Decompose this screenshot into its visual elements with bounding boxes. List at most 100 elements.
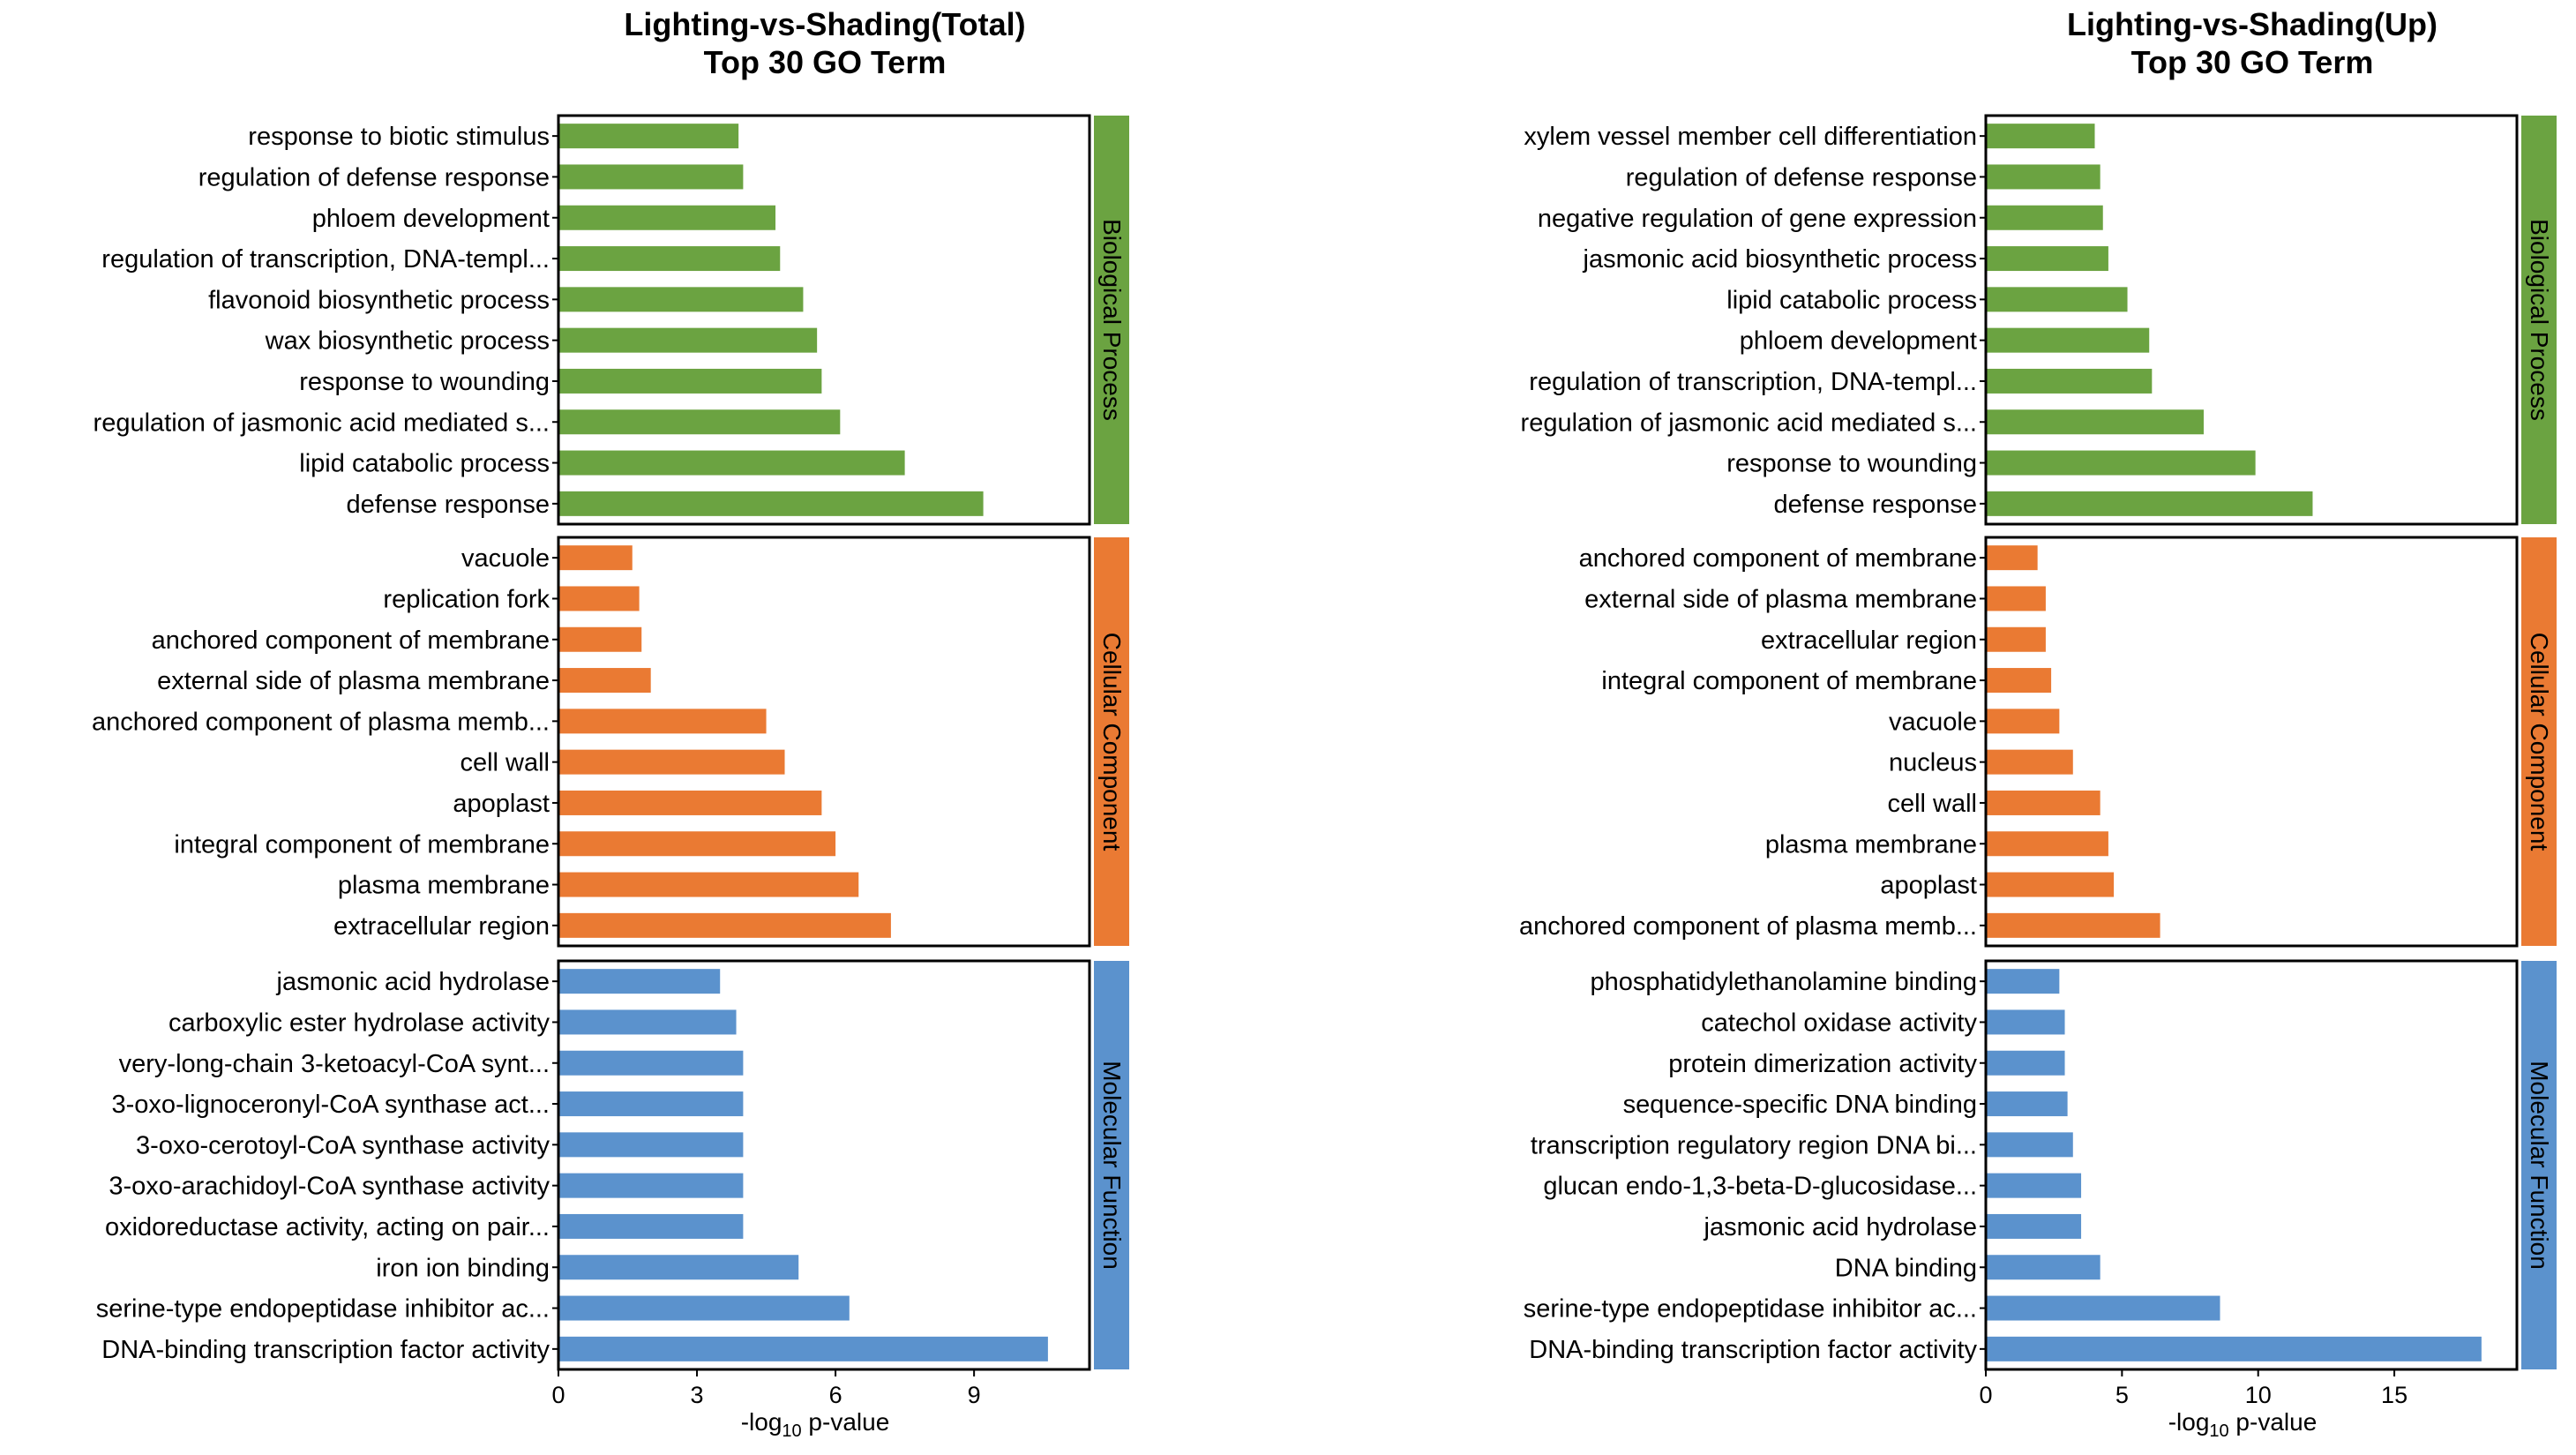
bar <box>1986 327 2150 353</box>
category-label: lipid catabolic process <box>299 450 550 478</box>
bar <box>1986 1336 2482 1361</box>
x-axis-label: -log10 p-value <box>2168 1408 2318 1441</box>
bar <box>1986 1009 2065 1035</box>
bar <box>1986 287 2128 312</box>
bar <box>1986 586 2046 611</box>
bar <box>1986 545 2038 571</box>
category-label: DNA binding <box>1835 1254 1977 1282</box>
x-tick-label: 0 <box>1979 1382 1992 1408</box>
bar <box>1986 790 2100 815</box>
category-label: phloem development <box>1740 327 1977 356</box>
x-axis-label-main: -log <box>2168 1408 2210 1436</box>
category-label: apoplast <box>453 790 550 818</box>
category-label: anchored component of plasma memb... <box>1519 912 1977 941</box>
bar <box>558 246 781 272</box>
chart-subtitle: Top 30 GO Term <box>2131 44 2374 80</box>
facet-mf: phosphatidylethanolamine binding catechol… <box>1524 959 2557 1371</box>
category-label: flavonoid biosynthetic process <box>208 286 550 314</box>
bar <box>558 969 721 994</box>
bar <box>1986 1295 2220 1321</box>
bar <box>558 1173 744 1198</box>
bar <box>558 1336 1048 1361</box>
bar <box>558 124 739 149</box>
facet-strip-label: Biological Process <box>1098 219 1126 421</box>
x-tick-label: 10 <box>2245 1382 2272 1408</box>
bar <box>558 287 804 312</box>
bar <box>558 668 651 694</box>
bar <box>558 1132 744 1158</box>
bar <box>558 205 776 230</box>
bar <box>558 1050 744 1076</box>
category-label: xylem vessel member cell differentiation <box>1524 123 1977 151</box>
chart-title: Lighting-vs-Shading(Total) <box>624 6 1025 42</box>
category-label: defense response <box>1773 491 1977 519</box>
category-label: transcription regulatory region DNA bi..… <box>1531 1131 1977 1159</box>
bar <box>1986 491 2313 516</box>
category-label: iron ion binding <box>376 1254 550 1282</box>
chart-subtitle: Top 30 GO Term <box>704 44 947 80</box>
category-label: integral component of membrane <box>174 830 550 859</box>
chart-panel-2: Lighting-vs-Shading(Up)Top 30 GO Term xyl… <box>1519 6 2557 1441</box>
panel-frame <box>1984 536 2519 948</box>
category-label: regulation of defense response <box>1626 163 1977 191</box>
category-label: anchored component of membrane <box>152 626 550 655</box>
category-label: nucleus <box>1889 749 1977 777</box>
bar <box>558 1213 744 1239</box>
category-label: regulation of transcription, DNA-templ..… <box>101 245 550 274</box>
x-axis-label-tail: p-value <box>2229 1408 2318 1436</box>
facet-strip <box>1094 116 1129 524</box>
facet-bp: xylem vessel member cell differentiation… <box>1521 114 2557 526</box>
category-label: integral component of membrane <box>1601 667 1977 695</box>
category-label: 3-oxo-arachidoyl-CoA synthase activity <box>109 1173 550 1201</box>
facet-strip-label: Cellular Component <box>1098 633 1126 851</box>
panel-frame <box>557 114 1091 526</box>
facet-strip-label: Cellular Component <box>2526 633 2553 851</box>
category-label: jasmonic acid hydrolase <box>1704 1213 1977 1241</box>
bar <box>1986 709 2060 734</box>
bar <box>1986 246 2108 272</box>
facet-strip <box>1094 961 1129 1369</box>
facet-strip <box>1094 537 1129 946</box>
bar <box>558 368 822 394</box>
bar <box>558 545 633 571</box>
x-axis-label-subscript: 10 <box>782 1421 801 1441</box>
category-label: cell wall <box>460 749 550 777</box>
category-label: negative regulation of gene expression <box>1538 205 1977 233</box>
x-tick-label: 3 <box>691 1382 704 1408</box>
category-label: anchored component of plasma memb... <box>92 708 550 736</box>
category-label: jasmonic acid hydrolase <box>276 968 550 996</box>
facet-strip-label: Molecular Function <box>1098 1061 1126 1270</box>
category-label: external side of plasma membrane <box>1584 585 1977 613</box>
bar <box>1986 1255 2100 1280</box>
bar <box>1986 1132 2073 1158</box>
x-tick-label: 15 <box>2381 1382 2408 1408</box>
category-label: external side of plasma membrane <box>157 667 550 695</box>
category-label: 3-oxo-cerotoyl-CoA synthase activity <box>136 1131 550 1159</box>
bar <box>558 491 984 516</box>
bar <box>558 1091 744 1117</box>
bar <box>1986 872 2115 897</box>
panel-frame <box>1984 959 2519 1371</box>
category-label: oxidoreductase activity, acting on pair.… <box>105 1213 550 1241</box>
chart-title: Lighting-vs-Shading(Up) <box>2067 6 2437 42</box>
category-label: apoplast <box>1880 872 1977 900</box>
bar <box>558 1255 799 1280</box>
bar <box>558 912 891 938</box>
category-label: glucan endo-1,3-beta-D-glucosidase... <box>1543 1173 1977 1201</box>
facet-mf: jasmonic acid hydrolase carboxylic ester … <box>96 959 1129 1371</box>
category-label: regulation of jasmonic acid mediated s..… <box>1521 409 1977 437</box>
category-label: jasmonic acid biosynthetic process <box>1583 245 1977 274</box>
category-label: defense response <box>346 491 550 519</box>
x-axis-label-tail: p-value <box>802 1408 890 1436</box>
facet-strip <box>2521 537 2557 946</box>
facet-bp: response to biotic stimulus regulation of… <box>94 114 1129 526</box>
bar <box>1986 668 2052 694</box>
category-label: DNA-binding transcription factor activit… <box>101 1336 550 1364</box>
bar <box>1986 205 2103 230</box>
bar <box>558 626 642 652</box>
bar <box>558 164 744 190</box>
chart-panel-1: Lighting-vs-Shading(Total)Top 30 GO Term… <box>92 6 1129 1441</box>
bar <box>1986 164 2100 190</box>
x-axis-label-main: -log <box>741 1408 783 1436</box>
panel-frame <box>557 536 1091 948</box>
